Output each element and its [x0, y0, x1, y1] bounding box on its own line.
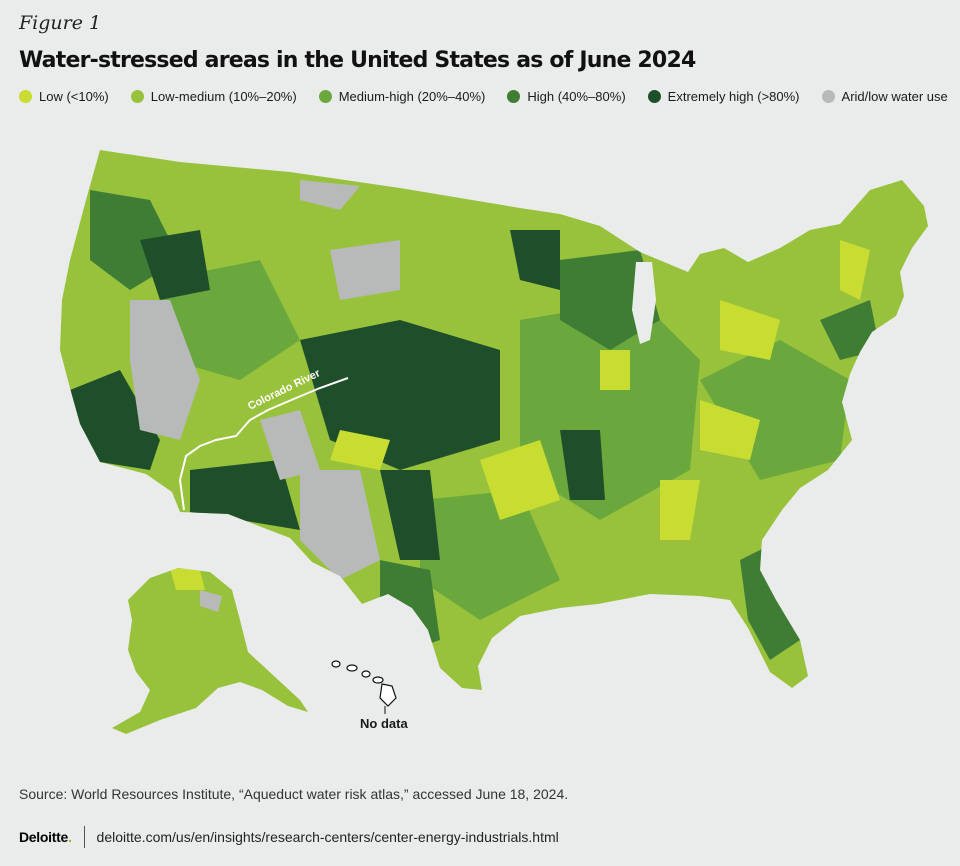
brand-logo: Deloitte. — [19, 829, 72, 845]
alaska — [112, 568, 308, 734]
legend-swatch — [647, 90, 661, 103]
legend-label: Extremely high (>80%) — [667, 89, 800, 104]
hawaii-no-data-label: No data — [360, 716, 408, 731]
legend-swatch — [130, 90, 144, 103]
footer: Deloitte. deloitte.com/us/en/insights/re… — [19, 826, 559, 848]
chart-title: Water-stressed areas in the United State… — [19, 48, 696, 73]
lake-michigan — [632, 262, 656, 344]
legend-swatch — [821, 90, 835, 103]
hawaii — [331, 660, 397, 707]
map-svg: Colorado River — [60, 150, 928, 734]
legend-item-low: Low (<10%) — [19, 89, 109, 104]
legend-swatch — [19, 90, 32, 103]
legend-label: Arid/low water use — [841, 89, 948, 104]
legend-label: Medium-high (20%–40%) — [338, 89, 486, 104]
legend-item-low-medium: Low-medium (10%–20%) — [130, 89, 297, 104]
legend-swatch — [507, 90, 521, 103]
legend-label: Low-medium (10%–20%) — [150, 89, 297, 104]
colorado-river-line — [178, 377, 349, 511]
footer-url-link[interactable]: deloitte.com/us/en/insights/research-cen… — [96, 829, 559, 845]
legend: Low (<10%) Low-medium (10%–20%) Medium-h… — [19, 89, 949, 104]
legend-item-arid: Arid/low water use — [821, 89, 948, 104]
us-water-stress-map: Colorado River — [0, 130, 960, 760]
legend-swatch — [318, 90, 332, 103]
legend-item-medium-high: Medium-high (20%–40%) — [318, 89, 486, 104]
brand-name: Deloitte — [19, 829, 68, 845]
source-note: Source: World Resources Institute, “Aque… — [19, 786, 569, 802]
figure-label: Figure 1 — [19, 12, 102, 34]
legend-item-extremely-high: Extremely high (>80%) — [647, 89, 800, 104]
footer-divider — [83, 826, 85, 848]
legend-label: High (40%–80%) — [527, 89, 626, 104]
legend-label: Low (<10%) — [39, 89, 109, 104]
brand-dot: . — [67, 829, 72, 845]
legend-item-high: High (40%–80%) — [507, 89, 626, 104]
